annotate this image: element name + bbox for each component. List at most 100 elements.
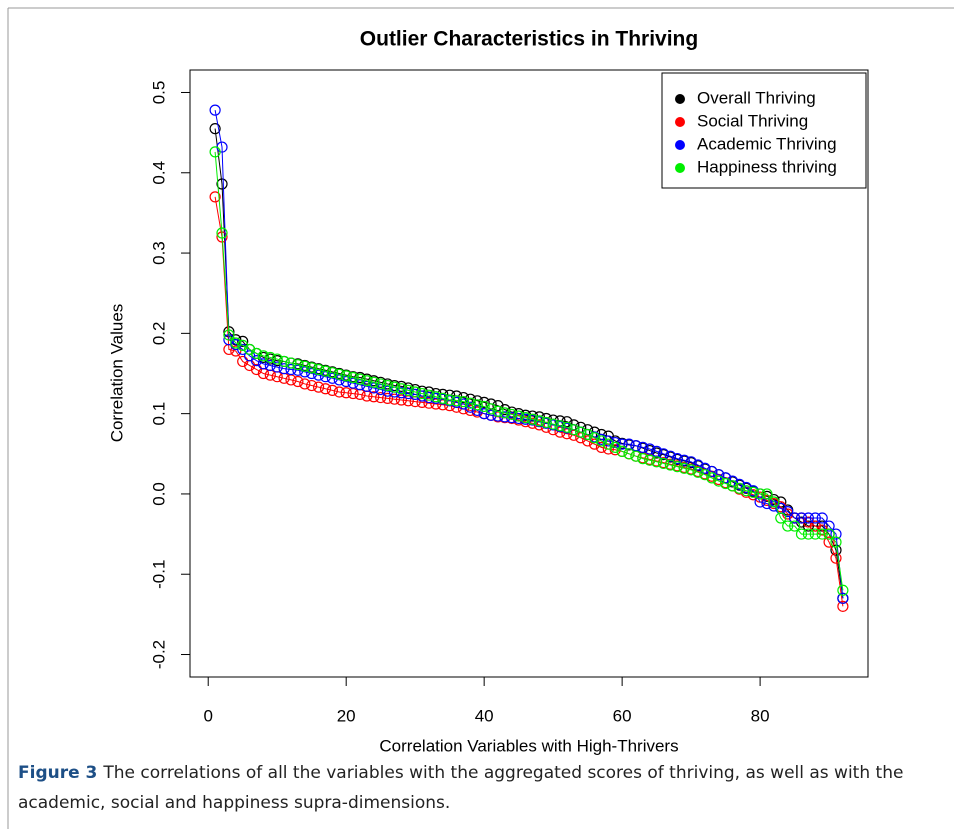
point [816,528,828,540]
point [823,520,835,532]
legend-label: Social Thriving [697,111,808,130]
point [292,359,304,371]
point [375,391,387,404]
point [740,485,752,497]
point [651,456,663,468]
point [775,512,787,524]
plot-box [189,69,869,678]
point [664,450,677,462]
point [278,363,290,375]
y-tick-label: 0.4 [149,161,168,185]
point [257,350,270,362]
point [809,528,821,540]
point [306,362,318,374]
point [706,472,718,484]
point [388,381,401,393]
legend-swatch [675,163,685,173]
point [678,454,690,466]
point [630,450,642,462]
point [312,381,325,393]
point [795,528,808,540]
point [768,500,780,512]
point [582,428,594,441]
point [699,469,711,481]
point [726,480,739,492]
point [444,394,456,406]
point [533,415,545,427]
point [602,438,614,450]
point [499,411,511,423]
point [788,512,801,524]
legend-box [661,72,867,189]
point [368,391,380,403]
point [823,528,835,540]
x-axis-label: Correlation Variables with High-Thrivers [379,736,678,755]
point [285,357,297,369]
point [271,353,283,365]
point [637,441,649,453]
point [754,488,766,500]
x-tick-label: 80 [751,706,770,725]
point [271,361,283,373]
point [312,363,325,376]
point [761,488,773,500]
point [340,370,352,382]
point [478,400,490,413]
point [561,421,573,433]
point [782,520,794,532]
point [830,528,842,540]
y-tick-label: -0.1 [149,560,168,589]
point [230,337,242,349]
point [381,379,394,392]
point [720,477,732,490]
point [664,459,677,471]
legend-swatch [675,94,685,104]
legend-swatch [675,140,685,150]
point [685,456,697,468]
point [319,365,332,377]
point [299,360,311,372]
y-tick-label: 0.3 [149,241,168,265]
point [237,335,249,347]
point [402,384,414,396]
point [671,453,683,465]
point [395,383,407,395]
series-line [214,196,844,607]
point [788,520,801,532]
point [485,403,497,415]
point [250,347,263,360]
point [575,432,587,444]
point [692,466,704,478]
point [388,393,401,405]
point [354,373,366,385]
point [209,104,221,116]
legend-label: Happiness thriving [697,157,837,176]
point [368,376,380,388]
point [381,392,394,404]
point [395,394,407,406]
point [795,512,808,524]
x-tick-label: 40 [475,706,494,725]
x-tick-label: 20 [337,706,356,725]
point [706,465,718,478]
point [575,426,587,438]
point [264,359,276,372]
caption-text: The correlations of all the variables wi… [18,763,904,813]
chart-title: Outlier Characteristics in Thriving [360,28,698,51]
point [437,392,449,404]
point [671,461,683,473]
point [319,383,332,395]
point [450,395,463,407]
point [492,405,504,417]
point [526,413,539,425]
point [375,378,387,390]
point [513,410,525,422]
point [713,469,725,481]
y-tick-label: -0.2 [149,640,168,669]
point [540,416,552,429]
point [837,584,849,596]
point [499,407,511,419]
point [264,351,276,364]
